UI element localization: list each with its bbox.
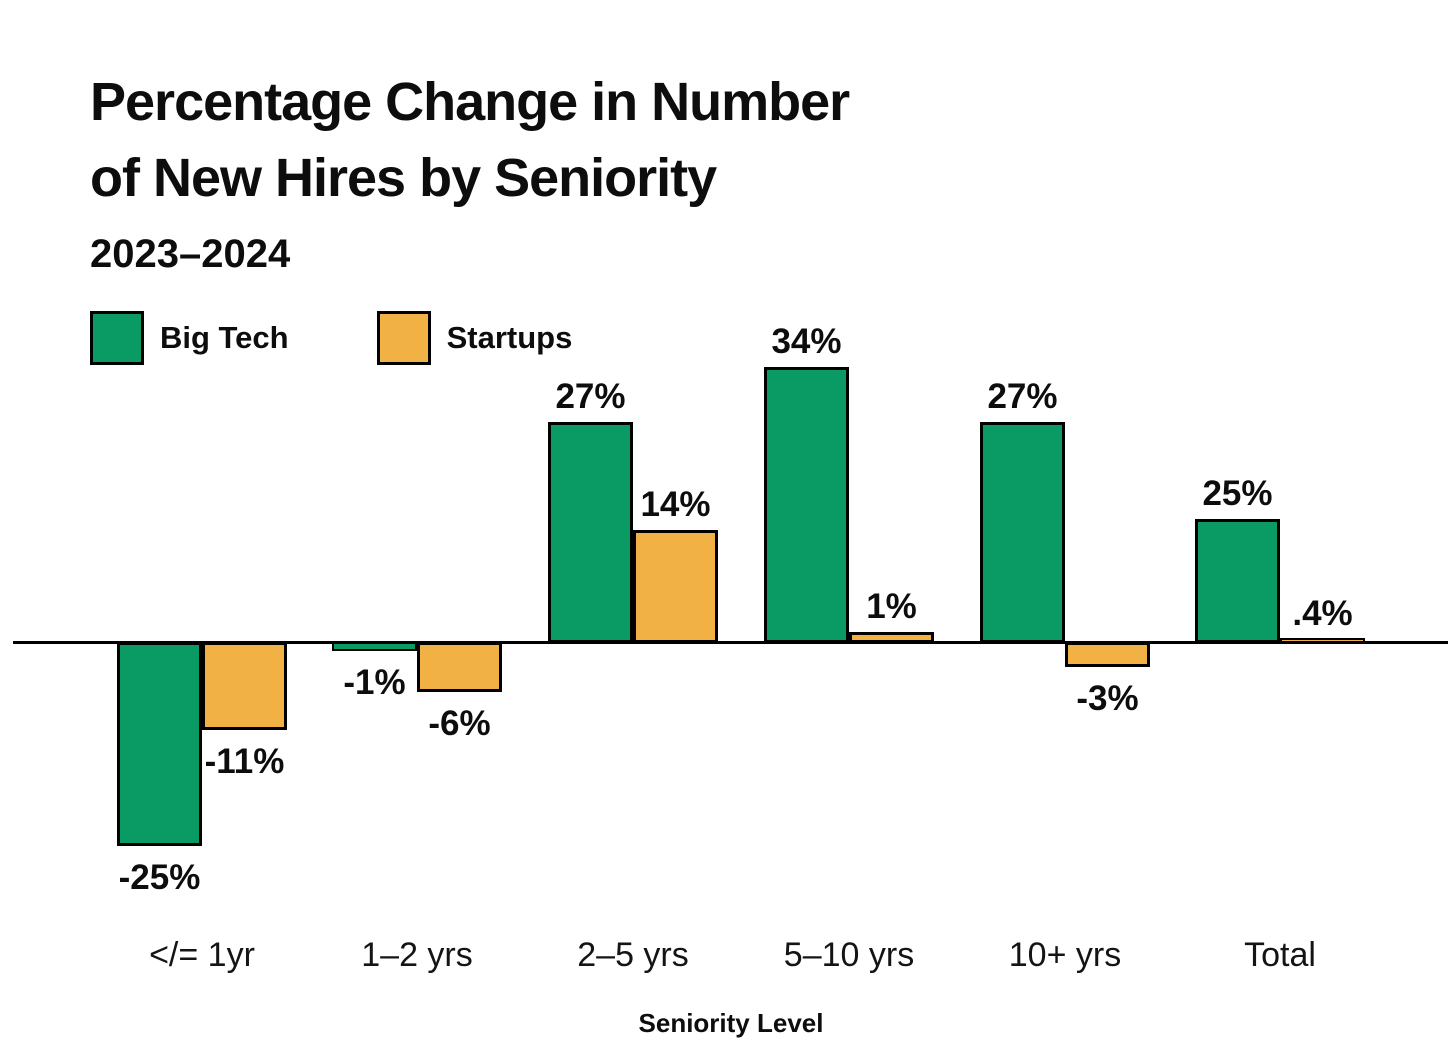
x-tick-label-3: 5–10 yrs xyxy=(783,936,915,974)
x-axis-title: Seniority Level xyxy=(638,1008,824,1038)
legend-item-big-tech: Big Tech xyxy=(90,311,289,365)
bar-value-label-big-tech-5: 25% xyxy=(1202,474,1273,513)
bar-big-tech-2 xyxy=(548,422,633,643)
bar-startups-5 xyxy=(1280,638,1365,643)
bar-value-label-big-tech-0: -25% xyxy=(118,858,201,897)
startups-swatch xyxy=(376,311,431,365)
x-tick-label-2: 2–5 yrs xyxy=(577,936,689,974)
bar-startups-4 xyxy=(1065,642,1150,667)
bar-value-label-big-tech-4: 27% xyxy=(987,377,1058,416)
bar-big-tech-0 xyxy=(117,642,202,846)
bar-startups-0 xyxy=(202,642,287,730)
chart-title-line2: of New Hires by Seniority xyxy=(90,148,717,208)
bar-startups-2 xyxy=(633,530,718,643)
big-tech-swatch xyxy=(90,311,144,365)
bar-value-label-startups-4: -3% xyxy=(1076,679,1139,718)
x-tick-label-5: Total xyxy=(1244,936,1316,974)
chart-subtitle: 2023–2024 xyxy=(90,232,291,276)
bar-big-tech-5 xyxy=(1195,519,1280,643)
legend-label-big-tech: Big Tech xyxy=(160,320,289,355)
legend: Big Tech Startups xyxy=(90,311,572,365)
bar-value-label-startups-1: -6% xyxy=(428,704,491,743)
bar-startups-1 xyxy=(417,642,502,692)
legend-label-startups: Startups xyxy=(446,320,573,355)
x-axis-line xyxy=(13,641,1448,644)
bar-big-tech-4 xyxy=(980,422,1065,643)
bar-big-tech-3 xyxy=(764,367,849,643)
chart-title-line1: Percentage Change in Number xyxy=(90,72,850,132)
title-block: Percentage Change in Number of New Hires… xyxy=(90,64,850,277)
bar-big-tech-1 xyxy=(332,642,417,651)
x-tick-label-0: </= 1yr xyxy=(149,936,255,974)
legend-item-startups: Startups xyxy=(376,311,573,365)
bar-value-label-big-tech-3: 34% xyxy=(771,322,842,361)
bar-value-label-startups-3: 1% xyxy=(866,587,917,626)
x-tick-label-4: 10+ yrs xyxy=(1008,936,1122,974)
bar-value-label-startups-0: -11% xyxy=(204,742,285,781)
bar-value-label-startups-2: 14% xyxy=(640,485,711,524)
x-tick-label-1: 1–2 yrs xyxy=(361,936,473,974)
bar-value-label-big-tech-1: -1% xyxy=(343,663,406,702)
bar-value-label-big-tech-2: 27% xyxy=(555,377,626,416)
bar-startups-3 xyxy=(849,632,934,643)
bar-value-label-startups-5: .4% xyxy=(1292,594,1353,633)
